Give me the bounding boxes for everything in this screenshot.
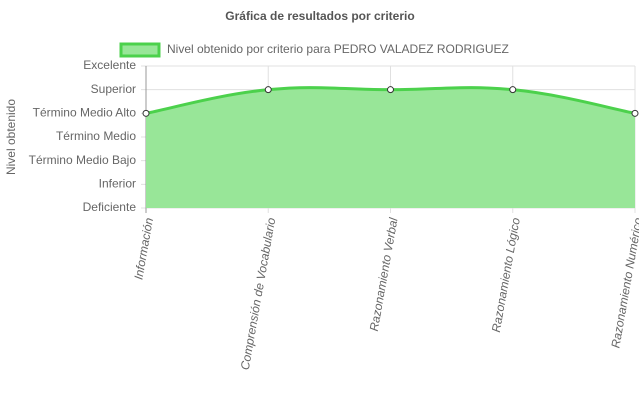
point: [509, 86, 517, 94]
x-tick-label: Información: [131, 216, 156, 280]
point: [387, 86, 394, 94]
y-axis-title: Nivel obtenido: [4, 99, 18, 175]
y-tick-label: Término Medio: [56, 129, 136, 143]
y-tick-label: Inferior: [99, 177, 136, 191]
x-tick-label: Razonamiento Lógico: [489, 216, 523, 333]
legend-label: Nivel obtenido por criterio para PEDRO V…: [167, 42, 509, 56]
point: [264, 86, 272, 94]
chart-title: Gráfica de resultados por criterio: [225, 9, 414, 23]
x-tick-label: Comprensión de Vocabulario: [238, 216, 279, 371]
y-tick-label: Término Medio Bajo: [29, 153, 137, 167]
y-tick-label: Término Medio Alto: [33, 106, 137, 120]
x-tick-label: Razonamiento Numérico: [608, 216, 639, 349]
area-fill: [146, 87, 635, 208]
point: [631, 109, 639, 117]
point: [142, 109, 150, 117]
x-tick-label: Razonamiento Verbal: [367, 216, 401, 332]
y-tick-label: Deficiente: [83, 200, 137, 214]
y-tick-label: Superior: [91, 82, 136, 96]
legend-swatch: [119, 42, 161, 58]
y-tick-label: Excelente: [83, 58, 136, 72]
